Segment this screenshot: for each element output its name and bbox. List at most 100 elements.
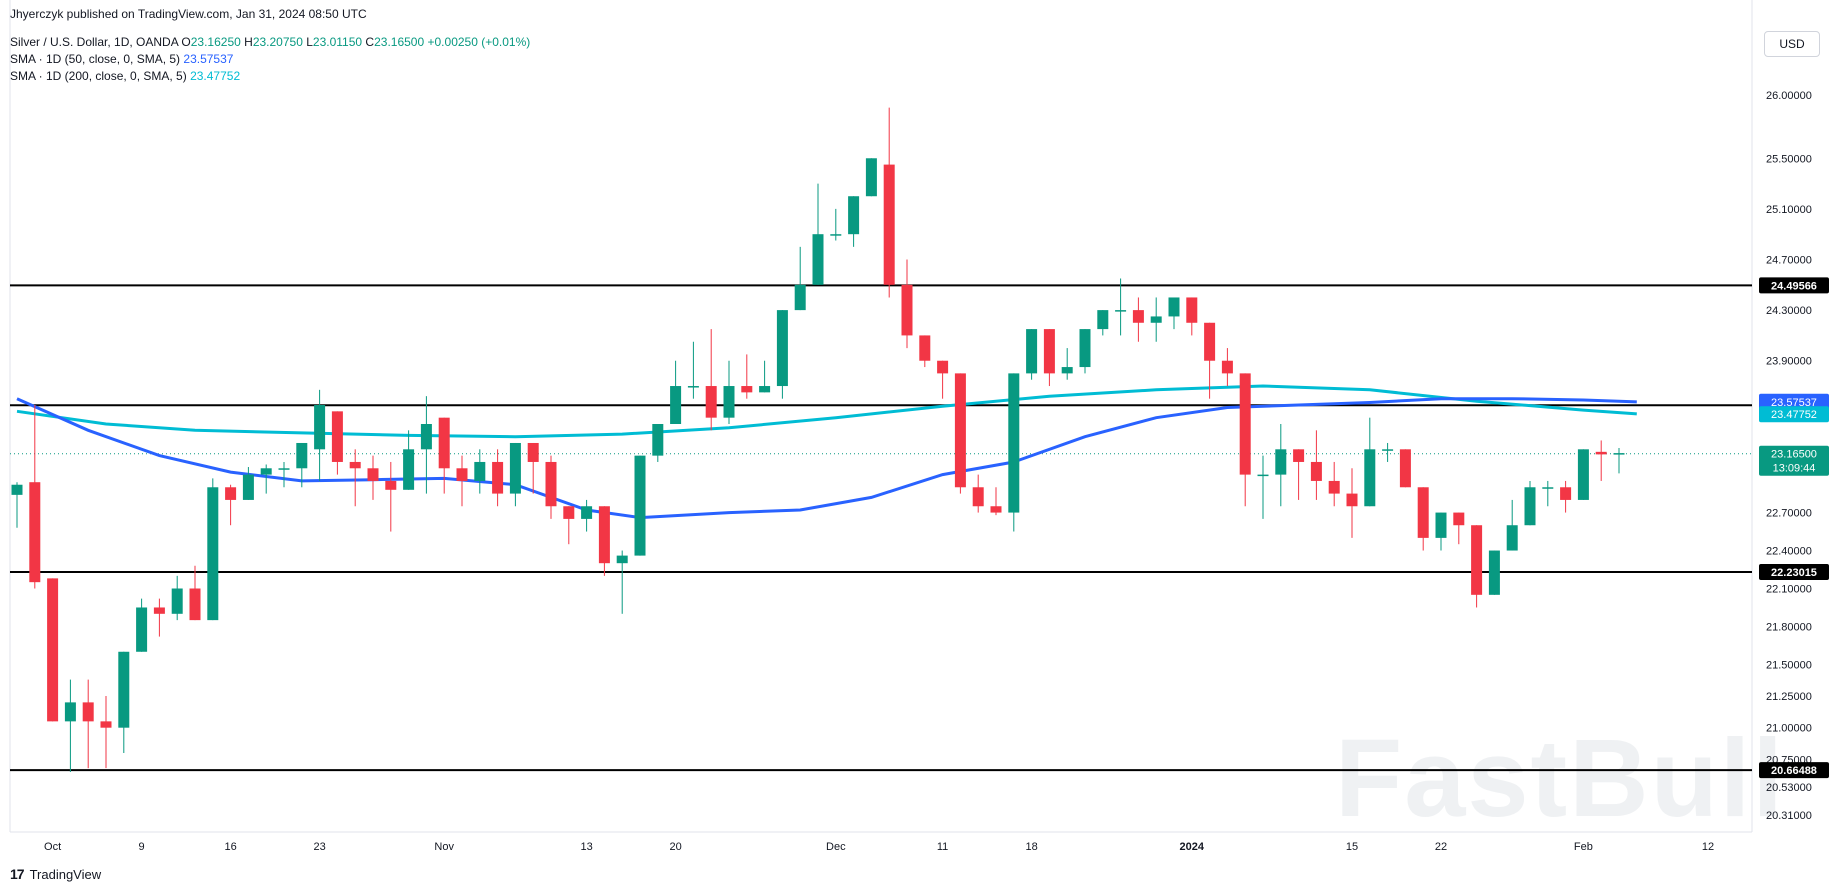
candle-body (1026, 329, 1038, 374)
candle-body (1186, 297, 1198, 323)
x-tick-label: 12 (1702, 841, 1714, 853)
candle-body (1275, 449, 1287, 475)
candle (64, 679, 76, 772)
y-tick-label: 21.80000 (1766, 621, 1812, 633)
x-tick-label: 15 (1346, 841, 1358, 853)
candle (385, 461, 397, 532)
candle-body (1435, 512, 1447, 538)
candle (1524, 480, 1536, 526)
candle-body (1097, 310, 1109, 330)
candle (1257, 455, 1269, 519)
candle-body (1524, 487, 1536, 526)
candle (1079, 329, 1091, 374)
candle (598, 506, 610, 576)
candle (1560, 480, 1572, 513)
candle (1026, 329, 1038, 380)
candle (331, 411, 343, 475)
candle-body (225, 487, 237, 500)
candle-body (883, 164, 895, 285)
candle (848, 196, 860, 247)
candle-body (723, 386, 735, 418)
candle-body (776, 310, 788, 387)
currency-button[interactable]: USD (1764, 31, 1820, 57)
x-tick-label: 9 (139, 841, 145, 853)
candle (937, 360, 949, 399)
candle-body (1613, 453, 1625, 455)
candle (420, 396, 432, 494)
candle-body (1328, 480, 1340, 494)
indicator-price-tag (1759, 406, 1829, 423)
candle (314, 389, 326, 481)
change-value: +0.00250 (+0.01%) (427, 35, 531, 49)
candle (349, 449, 361, 507)
y-tick-label: 26.00000 (1766, 90, 1812, 102)
candle (1061, 348, 1073, 380)
candle (1435, 512, 1447, 551)
candle (1399, 449, 1411, 488)
candle-body (670, 386, 682, 424)
candle (1453, 512, 1465, 545)
candle-body (296, 442, 308, 469)
candle-body (1471, 525, 1483, 595)
candle-body (331, 411, 343, 462)
candle-body (118, 651, 130, 728)
candle (1150, 297, 1162, 342)
candle (705, 329, 717, 431)
x-tick-label: 22 (1435, 841, 1447, 853)
y-tick-label: 21.00000 (1766, 723, 1812, 735)
candle (1471, 525, 1483, 608)
candle (1346, 468, 1358, 538)
candle-body (474, 461, 486, 481)
candle (581, 499, 593, 532)
candle-body (759, 386, 771, 393)
candle (545, 455, 557, 519)
candle (509, 442, 521, 507)
candle (1132, 297, 1144, 342)
candle (403, 430, 415, 490)
candle-body (865, 158, 877, 197)
y-tick-label: 20.31000 (1766, 810, 1812, 822)
candle (1310, 430, 1322, 500)
candle (1293, 449, 1305, 500)
candle-body (1488, 550, 1500, 595)
y-tick-label: 21.50000 (1766, 659, 1812, 671)
levels-layer (10, 284, 1752, 772)
candle (1595, 440, 1607, 481)
candle-body (1204, 322, 1216, 361)
candle-body (1239, 373, 1251, 475)
candle-body (1506, 525, 1518, 551)
candle-body (563, 506, 575, 519)
open-label: O (181, 35, 191, 49)
candle (47, 578, 59, 722)
candle (225, 484, 237, 526)
candle-body (1310, 461, 1322, 481)
level-price-tag (1759, 564, 1829, 581)
candle-body (385, 480, 397, 490)
tradingview-logo[interactable]: 17 TradingView (10, 866, 101, 882)
candle-body (509, 442, 521, 494)
candle (492, 449, 504, 507)
candle-body (1061, 367, 1073, 374)
candle-body (403, 449, 415, 490)
candle (29, 405, 41, 589)
candle (652, 423, 664, 462)
candle (153, 598, 165, 637)
candle-body (1008, 373, 1020, 513)
candle-body (741, 386, 753, 393)
sma50-legend[interactable]: SMA · 1D (50, close, 0, SMA, 5) 23.57537 (10, 52, 233, 66)
indicator-price-tag (1759, 393, 1829, 410)
candle (794, 246, 806, 311)
candle-body (1453, 512, 1465, 526)
candle (456, 455, 468, 507)
candle-body (1132, 310, 1144, 323)
level-price-tag (1759, 762, 1829, 779)
candle-body (545, 461, 557, 507)
candle (527, 442, 539, 494)
sma200-legend[interactable]: SMA · 1D (200, close, 0, SMA, 5) 23.4775… (10, 69, 240, 83)
candle-body (1399, 449, 1411, 488)
x-tick-label: 23 (313, 841, 325, 853)
candle (242, 467, 254, 500)
candle (11, 482, 23, 528)
candle (1488, 550, 1500, 595)
